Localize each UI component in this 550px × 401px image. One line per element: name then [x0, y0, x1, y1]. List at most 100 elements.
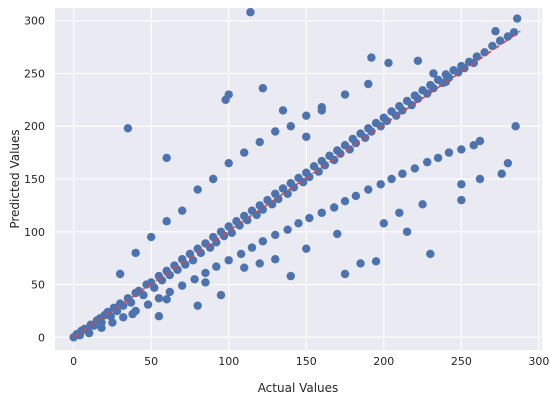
data-point: [240, 263, 249, 272]
data-point: [351, 191, 361, 201]
data-point: [364, 79, 373, 89]
data-point: [165, 270, 174, 280]
data-point: [258, 205, 268, 214]
data-point: [317, 106, 326, 115]
data-point: [382, 116, 392, 126]
data-point: [224, 256, 233, 265]
data-point: [286, 271, 295, 281]
data-point: [154, 294, 164, 303]
data-point: [333, 229, 342, 239]
data-point: [457, 145, 466, 154]
data-point: [509, 28, 519, 37]
data-point: [139, 290, 148, 300]
data-point: [475, 174, 485, 184]
data-point: [128, 309, 137, 319]
data-point: [340, 269, 350, 279]
data-point: [258, 237, 268, 246]
data-point: [154, 312, 164, 321]
reference-line: [73, 30, 521, 338]
data-point: [410, 164, 420, 173]
data-point: [429, 69, 438, 78]
x-tick-label: 300: [528, 355, 549, 368]
y-tick-label: 200: [24, 120, 45, 133]
y-tick-label: 250: [24, 67, 45, 80]
data-point: [255, 259, 264, 268]
data-point: [177, 206, 187, 215]
data-point: [201, 268, 210, 278]
data-point: [289, 183, 299, 192]
data-point: [162, 217, 171, 226]
data-point: [150, 283, 159, 292]
x-tick-label: 200: [373, 355, 394, 368]
data-point: [457, 180, 466, 189]
data-point: [367, 127, 376, 136]
data-point: [126, 298, 136, 307]
data-point: [216, 290, 226, 300]
data-point: [165, 287, 174, 297]
data-point: [364, 185, 373, 194]
data-point: [190, 275, 199, 284]
data-point: [423, 89, 432, 98]
data-point: [305, 172, 314, 182]
data-point: [511, 122, 520, 131]
data-point: [298, 177, 308, 187]
data-point: [235, 221, 244, 230]
data-point: [340, 90, 350, 99]
data-point: [108, 318, 117, 327]
data-point: [201, 278, 210, 287]
y-tick-label: 50: [31, 279, 45, 292]
data-point: [283, 189, 292, 198]
data-point: [271, 127, 280, 136]
data-point: [294, 219, 303, 228]
data-point: [379, 219, 388, 228]
data-point: [243, 215, 252, 225]
data-point: [433, 153, 443, 163]
data-point: [177, 281, 187, 290]
data-point: [131, 248, 140, 258]
data-point: [123, 124, 133, 133]
data-point: [193, 301, 202, 310]
x-tick-label: 250: [451, 355, 472, 368]
x-tick-label: 0: [70, 355, 77, 368]
data-point: [267, 200, 277, 209]
data-point: [97, 323, 106, 333]
data-point: [162, 153, 171, 163]
data-point: [255, 137, 264, 147]
data-point: [302, 111, 311, 120]
data-point: [236, 249, 246, 259]
data-point: [119, 313, 128, 322]
data-point: [302, 244, 311, 253]
data-point: [115, 269, 125, 279]
data-point: [418, 200, 427, 209]
data-point: [413, 56, 423, 65]
data-point: [475, 136, 485, 146]
data-point: [252, 210, 261, 220]
data-point: [193, 185, 202, 194]
data-point: [497, 169, 506, 178]
data-point: [329, 203, 339, 212]
y-tick-label: 300: [24, 15, 45, 28]
data-point: [398, 169, 407, 178]
x-tick-labels: 0 50 100 150 200 250 300: [70, 355, 549, 368]
y-tick-label: 0: [38, 331, 45, 344]
data-point: [84, 328, 94, 338]
data-point: [246, 8, 255, 17]
data-point: [212, 262, 221, 271]
data-point: [224, 90, 233, 99]
data-point: [240, 148, 249, 157]
data-point: [143, 300, 153, 309]
data-point: [119, 301, 128, 310]
data-point: [423, 157, 432, 167]
data-point: [157, 276, 167, 285]
data-point: [227, 228, 237, 238]
data-point: [480, 48, 489, 57]
data-point: [340, 196, 350, 206]
data-point: [274, 194, 283, 204]
data-point: [188, 256, 198, 265]
data-point: [444, 148, 454, 157]
data-point: [503, 158, 513, 168]
data-point: [258, 84, 268, 93]
data-point: [317, 208, 326, 217]
data-point: [384, 58, 393, 68]
